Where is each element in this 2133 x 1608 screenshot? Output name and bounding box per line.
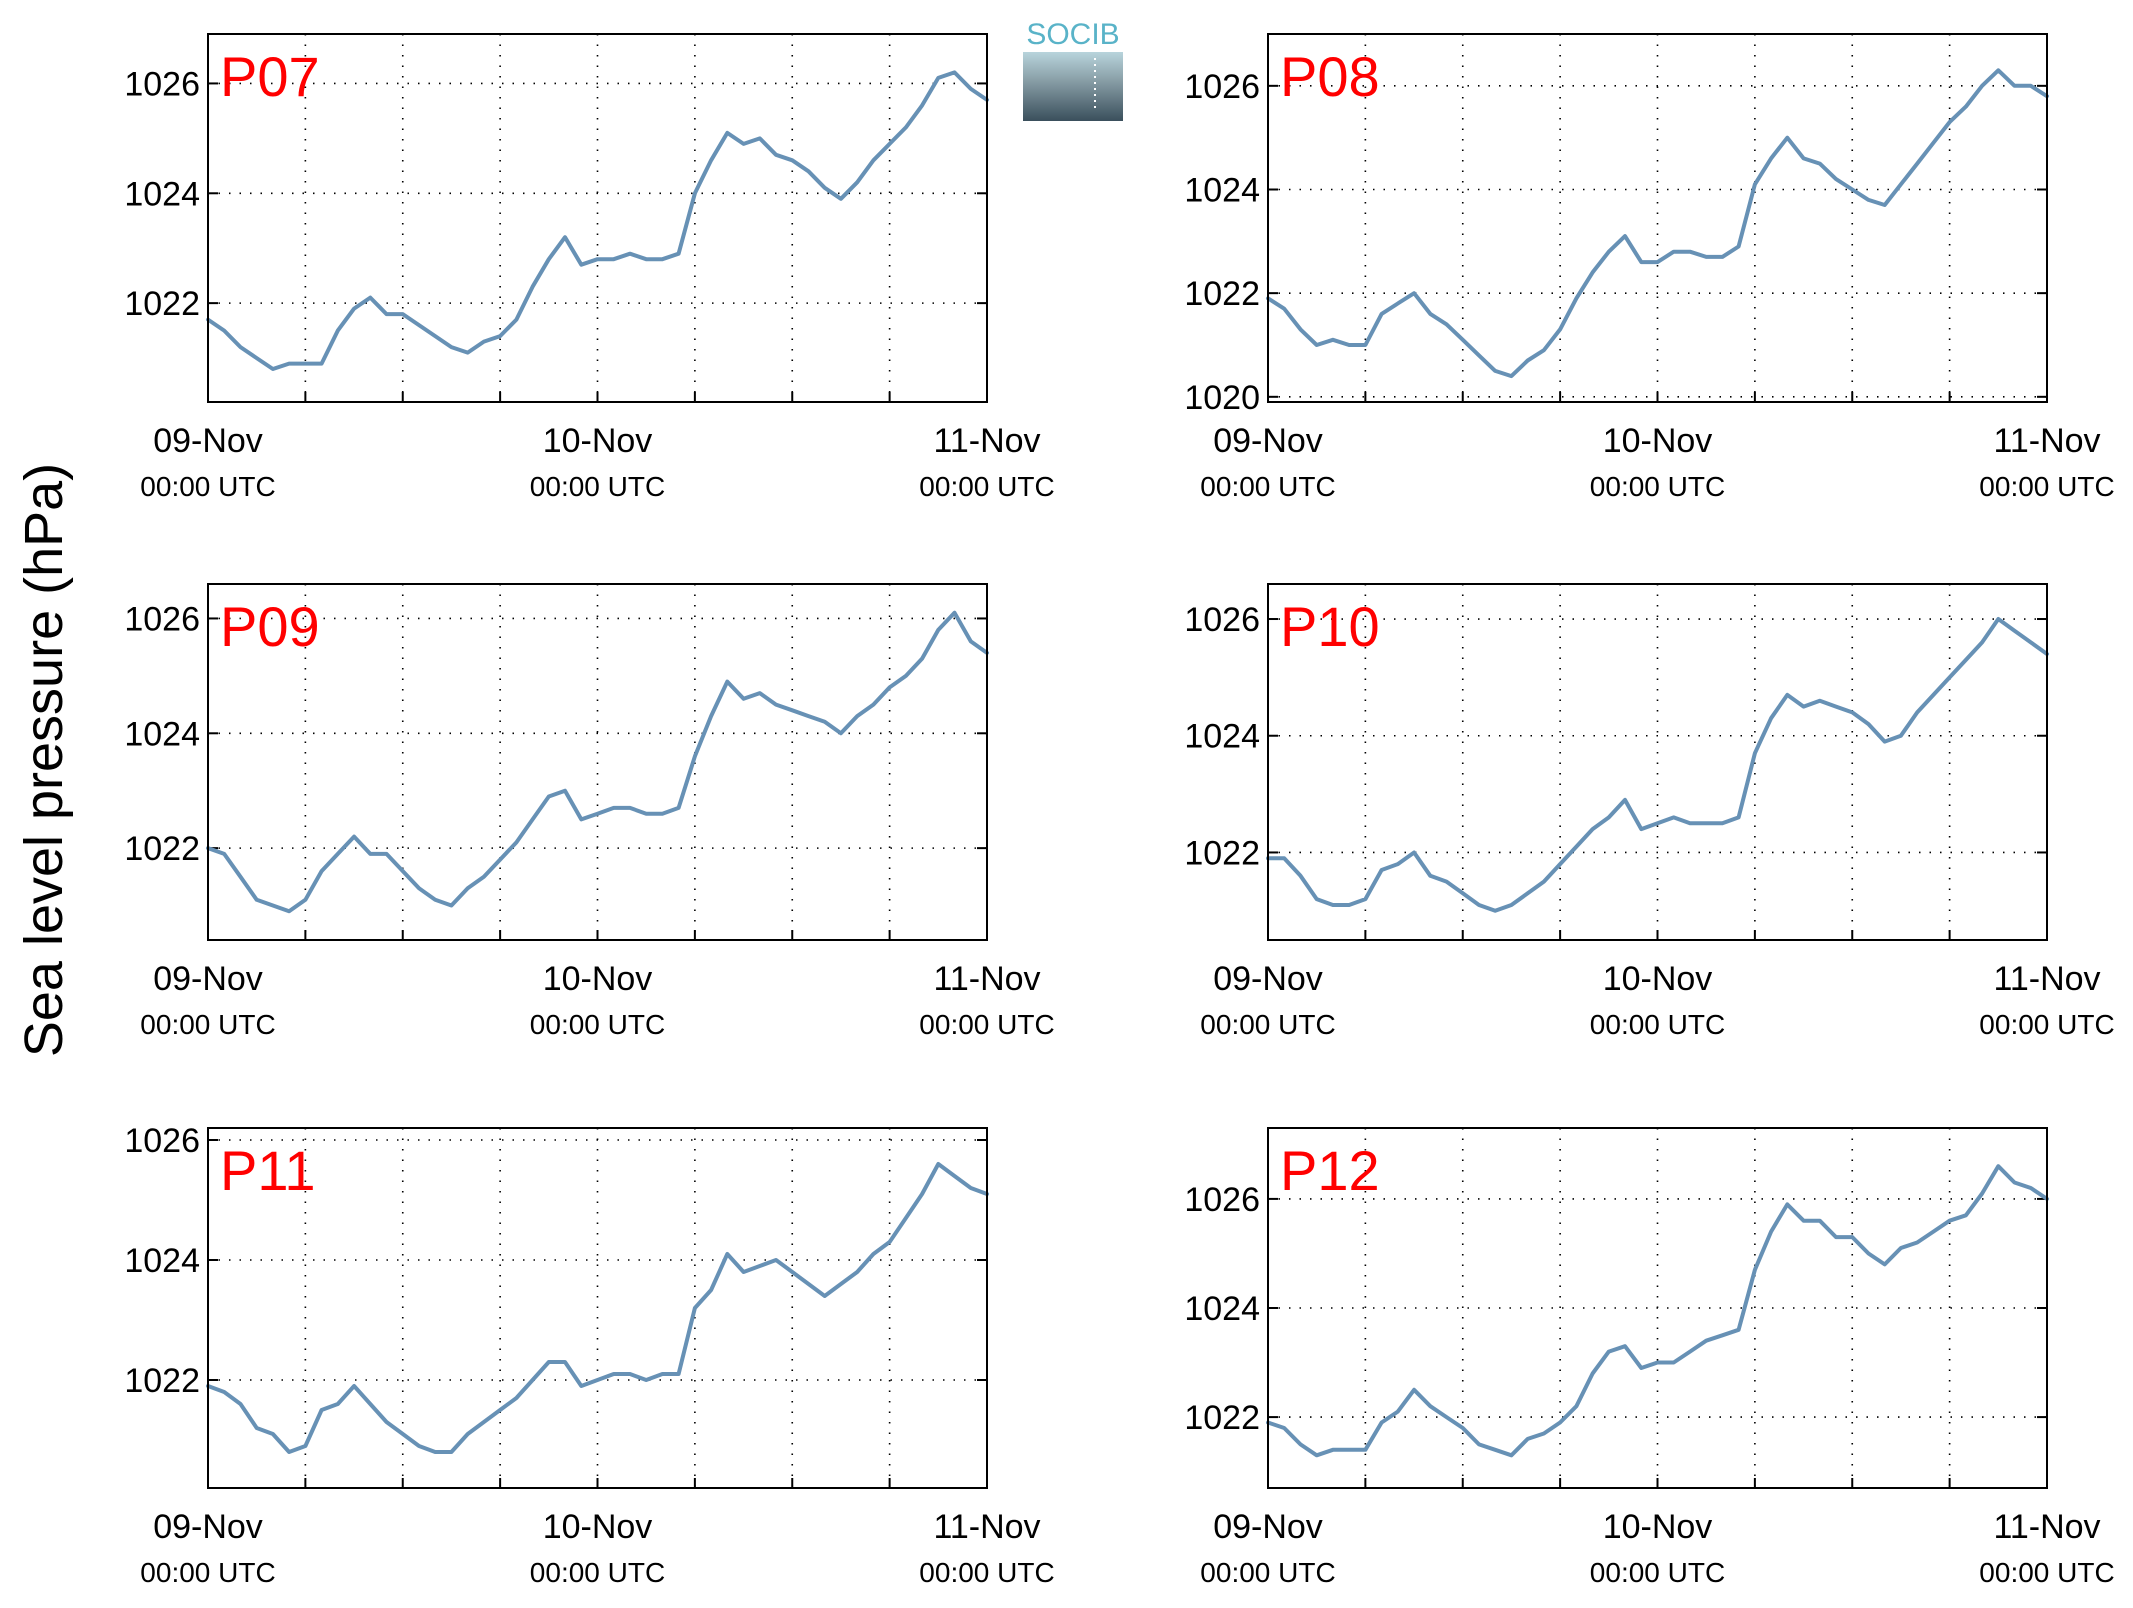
- x-tick-label-date: 11-Nov: [933, 422, 1040, 460]
- x-tick-label-time: 00:00 UTC: [1200, 471, 1335, 502]
- y-tick-label: 1022: [124, 830, 200, 868]
- x-tick-label-date: 09-Nov: [1213, 422, 1323, 460]
- pressure-series-line: [1266, 68, 2049, 379]
- x-tick-label-date: 09-Nov: [1213, 960, 1323, 998]
- x-tick-label-date: 10-Nov: [543, 960, 653, 998]
- x-tick-label-time: 00:00 UTC: [1979, 471, 2114, 502]
- panel-label: P08: [1280, 45, 1380, 108]
- x-tick-label-time: 00:00 UTC: [140, 1009, 275, 1040]
- panel-label: P09: [220, 595, 320, 658]
- plot-frame: [207, 583, 988, 941]
- pressure-series-line: [206, 610, 989, 914]
- x-tick-label-date: 09-Nov: [1213, 1508, 1323, 1546]
- x-tick-label-time: 00:00 UTC: [919, 471, 1054, 502]
- y-tick-label: 1026: [124, 1122, 200, 1160]
- x-tick-label-date: 09-Nov: [153, 960, 263, 998]
- x-tick-label-date: 10-Nov: [543, 1508, 653, 1546]
- panels: 1022 1024 1026 09-Nov 00:00 UTC 10-Nov 00:00 U…: [124, 33, 2115, 1588]
- x-tick-label-date: 11-Nov: [933, 960, 1040, 998]
- logo-block: [1023, 52, 1123, 121]
- y-tick-label: 1026: [1184, 601, 1260, 639]
- x-tick-label-time: 00:00 UTC: [919, 1009, 1054, 1040]
- x-tick-label-date: 11-Nov: [933, 1508, 1040, 1546]
- x-tick-label-time: 00:00 UTC: [1590, 471, 1725, 502]
- y-tick-label: 1022: [124, 285, 200, 323]
- x-tick-label-time: 00:00 UTC: [140, 1557, 275, 1588]
- pressure-series-line: [1266, 617, 2049, 913]
- x-tick-label-time: 00:00 UTC: [919, 1557, 1054, 1588]
- x-tick-label-time: 00:00 UTC: [1979, 1557, 2114, 1588]
- plot-frame: [207, 33, 988, 403]
- x-tick-label-time: 00:00 UTC: [530, 1009, 665, 1040]
- x-tick-label-date: 11-Nov: [1993, 422, 2100, 460]
- logo-text: SOCIB: [1026, 18, 1119, 51]
- x-tick-label-time: 00:00 UTC: [530, 1557, 665, 1588]
- y-tick-label: 1024: [1184, 171, 1260, 209]
- x-tick-label-date: 10-Nov: [1603, 960, 1713, 998]
- panel-p07: 1022 1024 1026 09-Nov 00:00 UTC 10-Nov 00:00 U…: [124, 33, 1055, 502]
- x-tick-label-time: 00:00 UTC: [140, 471, 275, 502]
- y-tick-label: 1022: [124, 1362, 200, 1400]
- y-tick-label: 1022: [1184, 275, 1260, 313]
- y-tick-label: 1026: [124, 65, 200, 103]
- y-tick-label: 1024: [124, 175, 200, 213]
- plot-frame: [1267, 1127, 2048, 1489]
- y-tick-label: 1024: [1184, 1290, 1260, 1328]
- x-tick-label-time: 00:00 UTC: [1200, 1557, 1335, 1588]
- x-tick-label-date: 11-Nov: [1993, 1508, 2100, 1546]
- x-tick-label-time: 00:00 UTC: [530, 471, 665, 502]
- x-tick-label-date: 10-Nov: [543, 422, 653, 460]
- x-tick-label-date: 10-Nov: [1603, 1508, 1713, 1546]
- x-tick-label-date: 09-Nov: [153, 1508, 263, 1546]
- panel-label: P12: [1280, 1139, 1380, 1202]
- x-tick-label-time: 00:00 UTC: [1979, 1009, 2114, 1040]
- y-tick-label: 1022: [1184, 834, 1260, 872]
- pressure-series-line: [1266, 1164, 2049, 1458]
- y-tick-label: 1020: [1184, 379, 1260, 417]
- x-tick-label-time: 00:00 UTC: [1590, 1009, 1725, 1040]
- plot-frame: [207, 1127, 988, 1489]
- pressure-series-line: [206, 70, 989, 371]
- y-tick-label: 1024: [124, 715, 200, 753]
- panel-p08: 1020 1022 1024 1026 09-Nov 00:00 UTC 10-Nov 00:…: [1184, 33, 2115, 502]
- y-axis-label: Sea level pressure (hPa): [14, 463, 74, 1057]
- y-tick-label: 1024: [1184, 718, 1260, 756]
- plot-frame: [1267, 583, 2048, 941]
- socib-logo: SOCIB: [1023, 18, 1123, 121]
- x-tick-label-time: 00:00 UTC: [1200, 1009, 1335, 1040]
- x-tick-label-time: 00:00 UTC: [1590, 1557, 1725, 1588]
- panel-p11: 1022 1024 1026 09-Nov 00:00 UTC 10-Nov 00:00 U…: [124, 1122, 1054, 1588]
- y-tick-label: 1024: [124, 1242, 200, 1280]
- x-tick-label-date: 10-Nov: [1603, 422, 1713, 460]
- y-tick-label: 1026: [124, 600, 200, 638]
- panel-label: P10: [1280, 595, 1380, 658]
- pressure-series-line: [206, 1162, 989, 1454]
- x-tick-label-date: 11-Nov: [1993, 960, 2100, 998]
- y-tick-label: 1022: [1184, 1399, 1260, 1437]
- panel-p10: 1022 1024 1026 09-Nov 00:00 UTC 10-Nov 00:00 U…: [1184, 583, 2115, 1040]
- panel-p09: 1022 1024 1026 09-Nov 00:00 UTC 10-Nov 00:00 U…: [124, 583, 1055, 1040]
- panel-label: P07: [220, 45, 320, 108]
- y-tick-label: 1026: [1184, 68, 1260, 106]
- y-tick-label: 1026: [1184, 1181, 1260, 1219]
- x-tick-label-date: 09-Nov: [153, 422, 263, 460]
- panel-label: P11: [220, 1139, 315, 1202]
- plot-frame: [1267, 33, 2048, 403]
- panel-p12: 1022 1024 1026 09-Nov 00:00 UTC 10-Nov 00:00 U…: [1184, 1127, 2115, 1588]
